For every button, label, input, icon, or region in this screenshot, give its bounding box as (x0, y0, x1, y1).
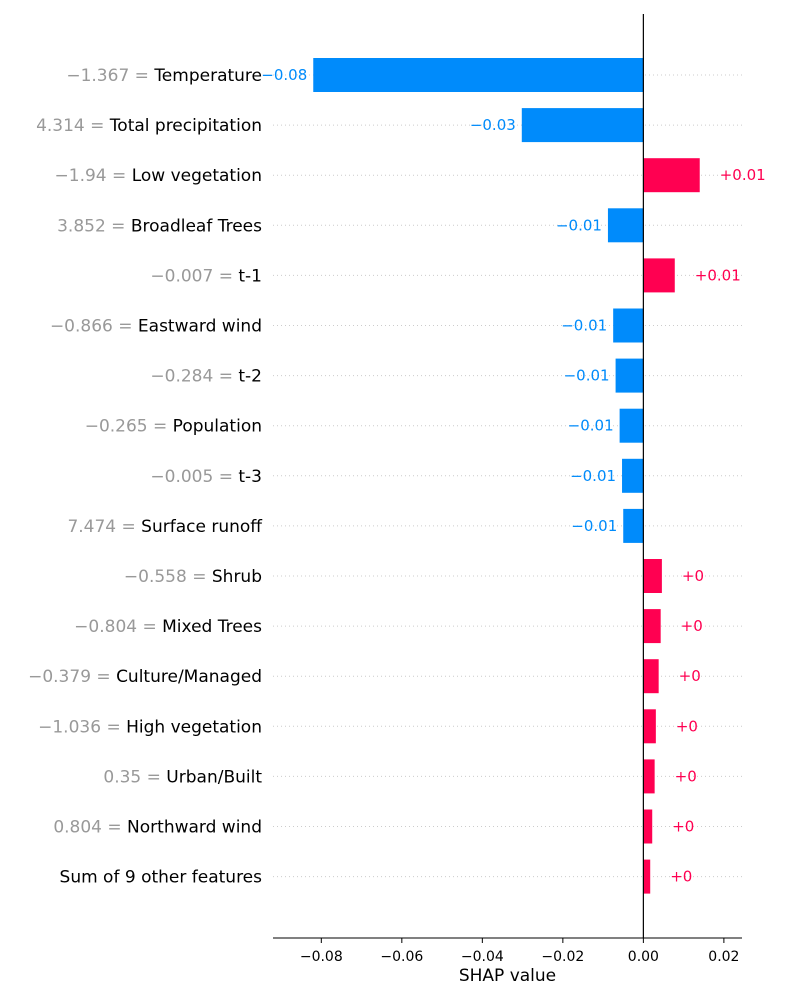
row-guides (273, 74, 742, 878)
bar-value-label-13: +0 (676, 717, 698, 735)
feature-name: t-2 (238, 367, 262, 387)
feature-name: Surface runoff (141, 517, 263, 537)
feature-name: t-3 (238, 467, 262, 487)
feature-value: −0.284 = (150, 367, 238, 387)
bar-value-label-11: +0 (681, 617, 703, 635)
feature-value: 0.804 = (53, 818, 127, 838)
feature-label-8: −0.005 = t-3 (150, 467, 262, 487)
bar-5 (613, 308, 644, 343)
bar-8 (622, 458, 644, 493)
feature-label-0: −1.367 = Temperature (66, 66, 262, 86)
bar-6 (615, 358, 644, 393)
bar-value-label-8: −0.01 (570, 467, 616, 485)
bar-3 (607, 208, 644, 243)
feature-value: −0.007 = (150, 266, 238, 286)
feature-value: 0.35 = (103, 767, 166, 787)
bar-value-labels: −0.08 −0.03 +0.01 −0.01 +0.01 −0.01 −0.01 −0.01… (261, 66, 765, 886)
bar-value-label-10: +0 (682, 567, 704, 585)
bar-value-label-0: −0.08 (261, 66, 307, 84)
bar-value-label-12: +0 (679, 667, 701, 685)
bar-value-label-15: +0 (672, 818, 694, 836)
feature-name: Shrub (212, 567, 262, 587)
bar-value-label-3: −0.01 (556, 216, 602, 234)
feature-label-7: −0.265 = Population (85, 417, 262, 437)
feature-name: Total precipitation (109, 116, 262, 136)
feature-name: High vegetation (126, 717, 262, 737)
bar-1 (521, 108, 644, 143)
x-tick-label-2: −0.04 (461, 949, 504, 965)
x-tick-label-1: −0.06 (380, 949, 423, 965)
bar-2 (643, 158, 700, 193)
feature-label-13: −1.036 = High vegetation (38, 717, 262, 737)
feature-label-9: 7.474 = Surface runoff (67, 517, 263, 537)
feature-value: −0.379 = (28, 667, 116, 687)
feature-value: −0.265 = (85, 417, 173, 437)
feature-label-11: −0.804 = Mixed Trees (74, 617, 262, 637)
bar-11 (643, 609, 661, 644)
bar-14 (643, 759, 655, 794)
bar-value-label-1: −0.03 (470, 116, 516, 134)
bar-9 (623, 508, 644, 543)
feature-label-16: Sum of 9 other features (60, 868, 263, 888)
feature-label-1: 4.314 = Total precipitation (36, 116, 262, 136)
feature-label-4: −0.007 = t-1 (150, 266, 262, 286)
bar-value-label-5: −0.01 (561, 317, 607, 335)
bar-4 (643, 258, 675, 293)
feature-value: −0.558 = (124, 567, 212, 587)
feature-value: 3.852 = (57, 216, 131, 236)
feature-name: Culture/Managed (116, 667, 262, 687)
x-tick-label-4: 0.00 (628, 949, 659, 965)
bar-value-label-6: −0.01 (564, 367, 610, 385)
feature-name: Eastward wind (138, 317, 262, 337)
bar-12 (643, 659, 659, 694)
feature-name: Broadleaf Trees (131, 216, 262, 236)
feature-value: −1.367 = (66, 66, 154, 86)
feature-value: −0.804 = (74, 617, 162, 637)
feature-name: Northward wind (127, 818, 262, 838)
bar-13 (643, 709, 656, 744)
feature-value: −0.866 = (50, 317, 138, 337)
feature-value: 4.314 = (36, 116, 110, 136)
feature-label-3: 3.852 = Broadleaf Trees (57, 216, 262, 236)
feature-labels: −1.367 = Temperature 4.314 = Total precip… (28, 66, 263, 888)
feature-label-2: −1.94 = Low vegetation (55, 166, 262, 186)
bar-value-label-14: +0 (675, 767, 697, 785)
bar-value-label-7: −0.01 (568, 417, 614, 435)
feature-value: −0.005 = (150, 467, 238, 487)
feature-label-5: −0.866 = Eastward wind (50, 317, 262, 337)
feature-value: −1.94 = (55, 166, 132, 186)
feature-value: −1.036 = (38, 717, 126, 737)
feature-label-10: −0.558 = Shrub (124, 567, 262, 587)
bar-0 (313, 58, 644, 92)
bar-value-label-9: −0.01 (571, 517, 617, 535)
bar-16 (643, 859, 651, 894)
feature-name: Mixed Trees (162, 617, 262, 637)
feature-name: Low vegetation (132, 166, 262, 186)
feature-label-15: 0.804 = Northward wind (53, 818, 262, 838)
feature-name: Urban/Built (166, 767, 262, 787)
bar-7 (619, 408, 644, 443)
feature-name: Temperature (153, 66, 262, 86)
bar-value-label-4: +0.01 (695, 266, 741, 284)
bar-value-label-2: +0.01 (720, 166, 766, 184)
feature-value: 7.474 = (67, 517, 141, 537)
x-tick-label-5: 0.02 (708, 949, 739, 965)
bar-15 (643, 809, 653, 844)
feature-name: t-1 (238, 266, 262, 286)
bars (313, 58, 700, 894)
bar-value-label-16: +0 (670, 868, 692, 886)
feature-name: Population (173, 417, 262, 437)
bar-10 (643, 559, 662, 593)
feature-name: Sum of 9 other features (60, 868, 263, 888)
feature-label-6: −0.284 = t-2 (150, 367, 262, 387)
feature-label-14: 0.35 = Urban/Built (103, 767, 262, 787)
x-tick-label-0: −0.08 (300, 949, 343, 965)
x-axis: −0.08 −0.06 −0.04 −0.02 0.00 0.02 (273, 937, 742, 965)
x-tick-label-3: −0.02 (541, 949, 584, 965)
feature-label-12: −0.379 = Culture/Managed (28, 667, 262, 687)
x-axis-title: SHAP value (459, 966, 556, 986)
